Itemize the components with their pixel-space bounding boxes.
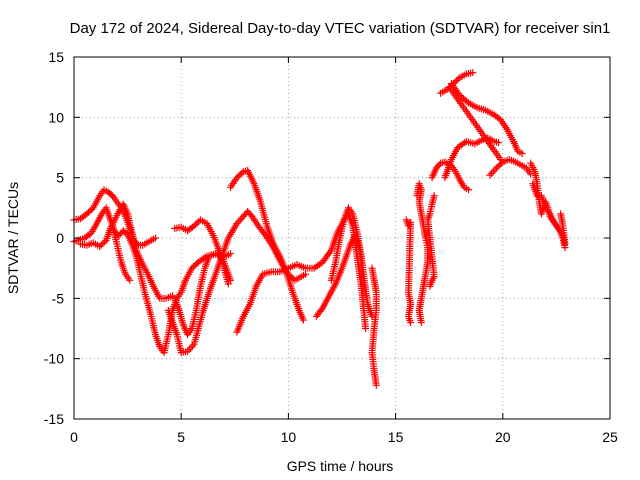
series-s8 bbox=[227, 166, 307, 324]
x-tick-label: 0 bbox=[70, 429, 78, 445]
y-tick-label: -5 bbox=[52, 290, 65, 306]
plus-marker bbox=[463, 97, 471, 105]
y-tick-label: 5 bbox=[56, 170, 64, 186]
plus-marker bbox=[494, 163, 502, 171]
plus-marker bbox=[191, 261, 199, 269]
plus-marker bbox=[299, 316, 307, 324]
series-s4 bbox=[109, 222, 134, 284]
plus-marker bbox=[188, 264, 196, 272]
chart-title: Day 172 of 2024, Sidereal Day-to-day VTE… bbox=[70, 20, 611, 37]
series-s15 bbox=[424, 192, 438, 290]
x-tick-label: 10 bbox=[281, 429, 297, 445]
series-s7 bbox=[171, 216, 232, 288]
plus-marker bbox=[236, 216, 244, 224]
plus-marker bbox=[497, 159, 505, 167]
plus-marker bbox=[359, 270, 367, 278]
series-s20 bbox=[445, 83, 505, 164]
plus-marker bbox=[486, 171, 494, 179]
x-tick-label: 15 bbox=[388, 429, 404, 445]
plus-marker bbox=[235, 172, 243, 180]
plus-marker bbox=[236, 171, 244, 179]
series-s16 bbox=[428, 158, 472, 194]
series-s23 bbox=[529, 180, 569, 248]
plus-marker bbox=[192, 220, 200, 228]
plus-marker bbox=[489, 168, 497, 176]
series-s19 bbox=[447, 80, 526, 158]
plus-marker bbox=[461, 139, 469, 147]
plus-marker bbox=[557, 210, 565, 218]
plus-marker bbox=[417, 318, 425, 326]
axis-ticks: 0 5 10 15 20 25 -15 -10 -5 0 5 10 15 bbox=[44, 49, 618, 445]
plus-marker bbox=[302, 270, 310, 278]
plus-marker bbox=[453, 77, 461, 85]
plus-marker bbox=[238, 169, 246, 177]
plus-marker bbox=[518, 150, 526, 158]
plus-marker bbox=[492, 164, 500, 172]
series-s11 bbox=[327, 204, 367, 284]
plus-marker bbox=[495, 139, 503, 147]
x-axis-label: GPS time / hours bbox=[287, 458, 394, 474]
plus-marker bbox=[96, 242, 104, 250]
plus-marker bbox=[84, 208, 92, 216]
plus-marker bbox=[233, 174, 241, 182]
series-s6 bbox=[171, 250, 235, 339]
plus-marker bbox=[317, 306, 325, 314]
y-tick-label: 0 bbox=[56, 230, 64, 246]
series-s14 bbox=[413, 180, 432, 326]
series-s13 bbox=[402, 216, 415, 326]
plus-marker bbox=[491, 166, 499, 174]
plus-marker bbox=[435, 161, 443, 169]
plus-marker bbox=[326, 248, 334, 256]
plus-marker bbox=[83, 210, 91, 218]
y-axis-label: SDTVAR / TECUs bbox=[5, 182, 21, 294]
plus-marker bbox=[187, 344, 195, 352]
y-tick-label: 10 bbox=[48, 109, 64, 125]
data-points bbox=[70, 69, 569, 389]
series-s12 bbox=[368, 264, 380, 389]
plus-marker bbox=[454, 75, 462, 83]
plus-marker bbox=[193, 219, 201, 227]
plus-marker bbox=[469, 69, 477, 77]
series-s3 bbox=[76, 200, 177, 302]
x-tick-label: 5 bbox=[177, 429, 185, 445]
plus-marker bbox=[368, 312, 376, 320]
series-s10 bbox=[312, 232, 376, 320]
plus-marker bbox=[372, 381, 380, 389]
plus-marker bbox=[151, 234, 159, 242]
x-tick-label: 20 bbox=[495, 429, 511, 445]
plus-marker bbox=[101, 238, 109, 246]
plus-marker bbox=[190, 263, 198, 271]
plus-marker bbox=[496, 161, 504, 169]
plus-marker bbox=[88, 205, 96, 213]
plus-marker bbox=[99, 239, 107, 247]
plus-marker bbox=[260, 229, 268, 237]
plus-marker bbox=[126, 276, 134, 284]
series-s17 bbox=[441, 134, 503, 182]
plus-marker bbox=[464, 186, 472, 194]
plus-marker bbox=[488, 169, 496, 177]
plus-marker bbox=[86, 207, 94, 215]
plus-marker bbox=[227, 250, 235, 258]
plus-marker bbox=[224, 280, 232, 288]
plus-marker bbox=[407, 318, 415, 326]
series-s9 bbox=[233, 210, 370, 336]
x-tick-label: 25 bbox=[602, 429, 618, 445]
plus-marker bbox=[430, 192, 438, 200]
series-s21 bbox=[486, 156, 535, 179]
plus-marker bbox=[362, 325, 370, 332]
plus-marker bbox=[97, 241, 105, 249]
y-tick-label: -15 bbox=[44, 411, 64, 427]
y-tick-label: -10 bbox=[44, 351, 64, 367]
plus-marker bbox=[247, 211, 255, 219]
plus-marker bbox=[190, 222, 198, 230]
y-tick-label: 15 bbox=[48, 49, 64, 65]
